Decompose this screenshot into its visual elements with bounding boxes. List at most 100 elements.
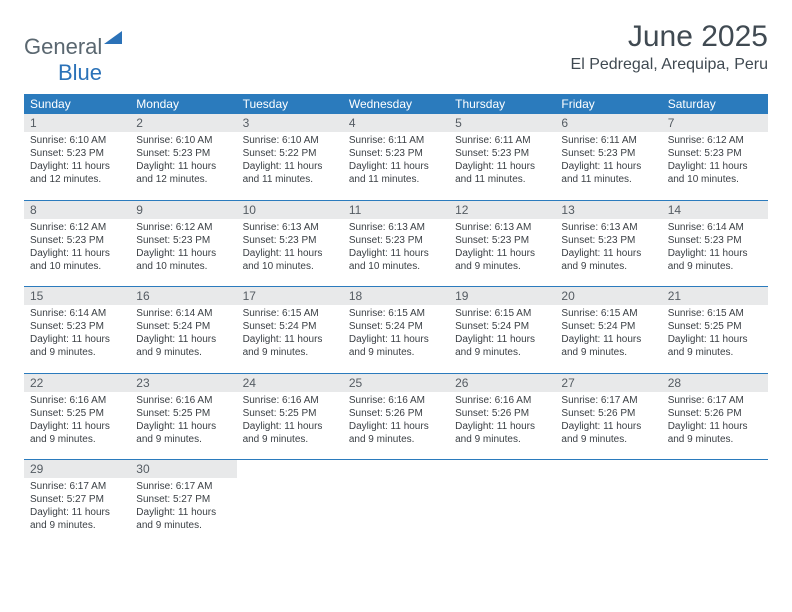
day-number-row: 1234567 — [24, 114, 768, 132]
day-number-row: 15161718192021 — [24, 287, 768, 306]
day-number-cell: 29 — [24, 460, 130, 479]
day-detail-row: Sunrise: 6:14 AMSunset: 5:23 PMDaylight:… — [24, 305, 768, 373]
daylight-text: Daylight: 11 hours and 9 minutes. — [30, 420, 124, 446]
day-detail-cell: Sunrise: 6:17 AMSunset: 5:26 PMDaylight:… — [555, 392, 661, 460]
day-detail-row: Sunrise: 6:12 AMSunset: 5:23 PMDaylight:… — [24, 219, 768, 287]
weekday-header: Sunday — [24, 94, 130, 114]
day-number-cell: 28 — [662, 373, 768, 392]
sunrise-text: Sunrise: 6:11 AM — [455, 134, 549, 147]
day-detail-cell: Sunrise: 6:13 AMSunset: 5:23 PMDaylight:… — [449, 219, 555, 287]
day-number-cell: 2 — [130, 114, 236, 132]
daylight-text: Daylight: 11 hours and 9 minutes. — [668, 420, 762, 446]
day-number-cell: 16 — [130, 287, 236, 306]
day-number-cell: 3 — [237, 114, 343, 132]
day-detail-cell: Sunrise: 6:17 AMSunset: 5:27 PMDaylight:… — [130, 478, 236, 546]
daylight-text: Daylight: 11 hours and 10 minutes. — [243, 247, 337, 273]
daylight-text: Daylight: 11 hours and 11 minutes. — [349, 160, 443, 186]
day-detail-cell: Sunrise: 6:16 AMSunset: 5:25 PMDaylight:… — [130, 392, 236, 460]
day-number-cell: 4 — [343, 114, 449, 132]
sunset-text: Sunset: 5:24 PM — [455, 320, 549, 333]
daylight-text: Daylight: 11 hours and 10 minutes. — [30, 247, 124, 273]
day-number-cell: 13 — [555, 200, 661, 219]
day-detail-row: Sunrise: 6:10 AMSunset: 5:23 PMDaylight:… — [24, 132, 768, 200]
sunset-text: Sunset: 5:23 PM — [136, 234, 230, 247]
sunset-text: Sunset: 5:26 PM — [668, 407, 762, 420]
day-number-cell: 22 — [24, 373, 130, 392]
header: GeneralBlue June 2025 El Pedregal, Arequ… — [24, 20, 768, 86]
day-detail-cell: Sunrise: 6:11 AMSunset: 5:23 PMDaylight:… — [343, 132, 449, 200]
day-detail-cell: Sunrise: 6:11 AMSunset: 5:23 PMDaylight:… — [555, 132, 661, 200]
sunrise-text: Sunrise: 6:16 AM — [136, 394, 230, 407]
daylight-text: Daylight: 11 hours and 12 minutes. — [30, 160, 124, 186]
day-number-cell: 15 — [24, 287, 130, 306]
sunset-text: Sunset: 5:23 PM — [243, 234, 337, 247]
sunset-text: Sunset: 5:23 PM — [668, 147, 762, 160]
sunrise-text: Sunrise: 6:15 AM — [243, 307, 337, 320]
day-number-cell: 12 — [449, 200, 555, 219]
sunset-text: Sunset: 5:25 PM — [30, 407, 124, 420]
page-title: June 2025 — [571, 20, 768, 54]
weekday-row: SundayMondayTuesdayWednesdayThursdayFrid… — [24, 94, 768, 114]
daylight-text: Daylight: 11 hours and 9 minutes. — [455, 420, 549, 446]
sunset-text: Sunset: 5:23 PM — [30, 147, 124, 160]
day-number-row: 22232425262728 — [24, 373, 768, 392]
sunrise-text: Sunrise: 6:16 AM — [243, 394, 337, 407]
sunset-text: Sunset: 5:23 PM — [136, 147, 230, 160]
calendar-body: 1234567Sunrise: 6:10 AMSunset: 5:23 PMDa… — [24, 114, 768, 546]
header-right: June 2025 El Pedregal, Arequipa, Peru — [571, 20, 768, 74]
calendar-table: SundayMondayTuesdayWednesdayThursdayFrid… — [24, 94, 768, 546]
day-number-cell: 1 — [24, 114, 130, 132]
daylight-text: Daylight: 11 hours and 12 minutes. — [136, 160, 230, 186]
sunset-text: Sunset: 5:23 PM — [349, 147, 443, 160]
daylight-text: Daylight: 11 hours and 11 minutes. — [243, 160, 337, 186]
sunrise-text: Sunrise: 6:16 AM — [349, 394, 443, 407]
daylight-text: Daylight: 11 hours and 9 minutes. — [668, 247, 762, 273]
sunrise-text: Sunrise: 6:14 AM — [668, 221, 762, 234]
sunrise-text: Sunrise: 6:11 AM — [349, 134, 443, 147]
daylight-text: Daylight: 11 hours and 9 minutes. — [455, 247, 549, 273]
daylight-text: Daylight: 11 hours and 9 minutes. — [243, 333, 337, 359]
daylight-text: Daylight: 11 hours and 9 minutes. — [349, 420, 443, 446]
day-number-cell: 27 — [555, 373, 661, 392]
sunrise-text: Sunrise: 6:17 AM — [30, 480, 124, 493]
daylight-text: Daylight: 11 hours and 9 minutes. — [243, 420, 337, 446]
day-number-cell — [237, 460, 343, 479]
sunrise-text: Sunrise: 6:10 AM — [136, 134, 230, 147]
day-number-cell: 8 — [24, 200, 130, 219]
day-detail-cell: Sunrise: 6:12 AMSunset: 5:23 PMDaylight:… — [24, 219, 130, 287]
weekday-header: Tuesday — [237, 94, 343, 114]
day-detail-cell: Sunrise: 6:13 AMSunset: 5:23 PMDaylight:… — [343, 219, 449, 287]
daylight-text: Daylight: 11 hours and 11 minutes. — [561, 160, 655, 186]
day-number-cell: 6 — [555, 114, 661, 132]
daylight-text: Daylight: 11 hours and 9 minutes. — [668, 333, 762, 359]
day-detail-row: Sunrise: 6:16 AMSunset: 5:25 PMDaylight:… — [24, 392, 768, 460]
sunset-text: Sunset: 5:22 PM — [243, 147, 337, 160]
brand-logo: GeneralBlue — [24, 20, 124, 86]
sunrise-text: Sunrise: 6:17 AM — [561, 394, 655, 407]
day-detail-cell: Sunrise: 6:12 AMSunset: 5:23 PMDaylight:… — [662, 132, 768, 200]
day-number-cell: 11 — [343, 200, 449, 219]
day-number-cell: 9 — [130, 200, 236, 219]
sunrise-text: Sunrise: 6:13 AM — [243, 221, 337, 234]
day-detail-cell: Sunrise: 6:16 AMSunset: 5:26 PMDaylight:… — [343, 392, 449, 460]
day-detail-cell: Sunrise: 6:10 AMSunset: 5:23 PMDaylight:… — [130, 132, 236, 200]
day-detail-cell: Sunrise: 6:16 AMSunset: 5:25 PMDaylight:… — [24, 392, 130, 460]
page-subtitle: El Pedregal, Arequipa, Peru — [571, 56, 768, 74]
brand-triangle-icon — [104, 26, 124, 52]
day-number-cell: 7 — [662, 114, 768, 132]
sunset-text: Sunset: 5:26 PM — [349, 407, 443, 420]
sunrise-text: Sunrise: 6:15 AM — [349, 307, 443, 320]
day-detail-cell — [449, 478, 555, 546]
sunrise-text: Sunrise: 6:14 AM — [136, 307, 230, 320]
sunset-text: Sunset: 5:24 PM — [136, 320, 230, 333]
day-detail-cell: Sunrise: 6:14 AMSunset: 5:23 PMDaylight:… — [662, 219, 768, 287]
brand-part2: Blue — [24, 60, 102, 85]
sunset-text: Sunset: 5:23 PM — [668, 234, 762, 247]
sunrise-text: Sunrise: 6:12 AM — [668, 134, 762, 147]
day-detail-cell — [555, 478, 661, 546]
day-number-cell — [662, 460, 768, 479]
daylight-text: Daylight: 11 hours and 9 minutes. — [30, 506, 124, 532]
day-detail-cell: Sunrise: 6:15 AMSunset: 5:25 PMDaylight:… — [662, 305, 768, 373]
weekday-header: Friday — [555, 94, 661, 114]
day-detail-cell: Sunrise: 6:14 AMSunset: 5:23 PMDaylight:… — [24, 305, 130, 373]
